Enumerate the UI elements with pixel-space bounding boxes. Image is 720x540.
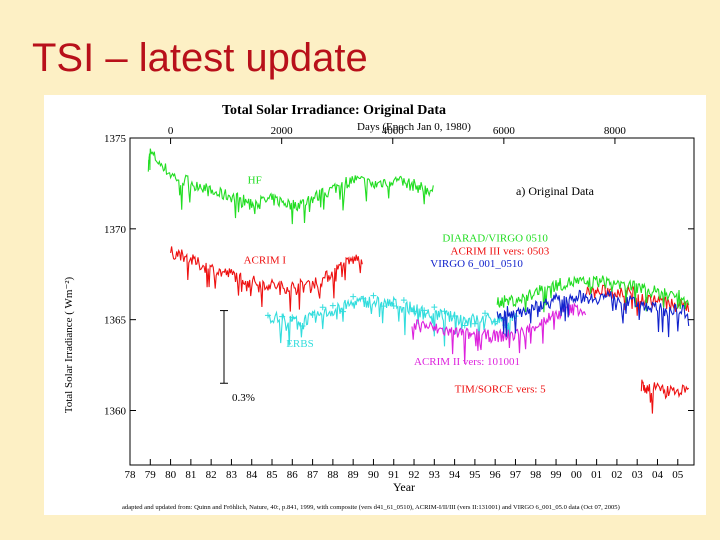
- x-tick-label: 05: [672, 469, 684, 481]
- series-line: [640, 379, 690, 414]
- x-tick-label: 00: [571, 469, 583, 481]
- x-tick-label: 98: [530, 469, 542, 481]
- series-group: [147, 148, 434, 225]
- top-axis-label: Days (Epoch Jan 0, 1980): [357, 121, 471, 133]
- scale-bar-label: 0.3%: [232, 392, 255, 404]
- erbs-marker: [299, 323, 306, 330]
- erbs-marker: [451, 313, 458, 320]
- series-group: [496, 275, 690, 313]
- erbs-marker: [350, 293, 357, 300]
- series-label: ACRIM II vers: 101001: [414, 356, 520, 368]
- erbs-marker: [421, 307, 428, 314]
- series-group: [496, 289, 690, 338]
- y-tick-label: 1365: [104, 315, 127, 327]
- series-group: [170, 246, 363, 312]
- erbs-marker: [360, 295, 367, 302]
- series-label: DIARAD/VIRGO 0510: [442, 233, 548, 245]
- chart-figure: 78 79 80 81 82 83 84 85 86 87 88 89 90 91 92 93 94 95 96 97…: [44, 95, 706, 515]
- x-tick-label: 91: [388, 469, 399, 481]
- slide-title: TSI – latest update: [32, 36, 368, 80]
- series-label: VIRGO 6_001_0510: [430, 258, 523, 270]
- y-tick-label: 1375: [104, 133, 127, 145]
- series-line: [147, 148, 434, 225]
- x-tick-label: 87: [307, 469, 319, 481]
- x-tick-label: 86: [287, 469, 299, 481]
- erbs-marker: [390, 303, 397, 310]
- series-label: ACRIM I: [244, 254, 287, 266]
- erbs-marker: [512, 313, 519, 320]
- top-tick-label: 0: [168, 125, 174, 137]
- x-tick-label: 99: [551, 469, 563, 481]
- erbs-marker: [370, 292, 377, 299]
- erbs-marker: [471, 320, 478, 327]
- y-tick-label: 1370: [104, 224, 127, 236]
- x-tick-label: 80: [165, 469, 177, 481]
- erbs-marker: [340, 308, 347, 315]
- x-tick-label: 01: [591, 469, 602, 481]
- chart-svg: 78 79 80 81 82 83 84 85 86 87 88 89 90 91 92 93 94 95 96 97…: [63, 103, 695, 511]
- x-tick-label: 79: [145, 469, 157, 481]
- erbs-marker: [289, 314, 296, 321]
- series-group: [640, 379, 690, 414]
- series-line: [170, 246, 363, 312]
- y-axis-label: Total Solar Irradiance ( Wm⁻²): [63, 276, 75, 413]
- x-tick-label: 81: [185, 469, 196, 481]
- x-tick-label: 82: [206, 469, 217, 481]
- series-label: TIM/SORCE vers: 5: [455, 383, 547, 395]
- erbs-marker: [279, 313, 286, 320]
- footnote: adapted and updated from: Quinn and Fröh…: [122, 504, 620, 511]
- x-tick-label: 96: [490, 469, 502, 481]
- x-axis-label: Year: [393, 480, 415, 494]
- series-label: ACRIM III vers: 0503: [451, 245, 550, 257]
- top-tick-label: 2000: [271, 125, 294, 137]
- x-tick-label: 92: [409, 469, 420, 481]
- series-line: [411, 301, 587, 364]
- x-tick-label: 88: [327, 469, 339, 481]
- top-tick-label: 4000: [382, 125, 405, 137]
- erbs-marker: [411, 308, 418, 315]
- y-tick-label: 1360: [104, 406, 127, 418]
- x-tick-label: 89: [348, 469, 360, 481]
- series-group: [264, 292, 519, 347]
- series-group: [411, 301, 587, 364]
- erbs-marker: [441, 308, 448, 315]
- top-tick-label: 8000: [604, 125, 627, 137]
- erbs-marker: [400, 297, 407, 304]
- x-tick-label: 90: [368, 469, 380, 481]
- series-label: HF: [248, 174, 262, 186]
- erbs-marker: [482, 310, 489, 317]
- x-tick-label: 02: [611, 469, 622, 481]
- chart-title: Total Solar Irradiance: Original Data: [222, 103, 446, 118]
- top-tick-label: 6000: [493, 125, 516, 137]
- series-line: [496, 289, 690, 338]
- x-tick-label: 93: [429, 469, 441, 481]
- x-tick-label: 97: [510, 469, 522, 481]
- panel-label: a) Original Data: [516, 184, 595, 198]
- erbs-marker: [264, 312, 271, 319]
- series-label: ERBS: [286, 338, 314, 350]
- x-tick-label: 84: [246, 469, 258, 481]
- x-tick-label: 03: [632, 469, 644, 481]
- erbs-marker: [319, 304, 326, 311]
- plot-frame: [129, 137, 695, 466]
- erbs-marker: [309, 311, 316, 318]
- x-tick-label: 04: [652, 469, 664, 481]
- erbs-marker: [329, 302, 336, 309]
- x-tick-label: 83: [226, 469, 238, 481]
- erbs-marker: [492, 318, 499, 325]
- series-line: [496, 275, 690, 313]
- x-tick-label: 94: [449, 469, 461, 481]
- x-tick-label: 95: [469, 469, 481, 481]
- x-tick-label: 85: [267, 469, 279, 481]
- erbs-marker: [431, 304, 438, 311]
- erbs-marker: [461, 322, 468, 329]
- erbs-marker: [380, 303, 387, 310]
- x-tick-label: 78: [125, 469, 137, 481]
